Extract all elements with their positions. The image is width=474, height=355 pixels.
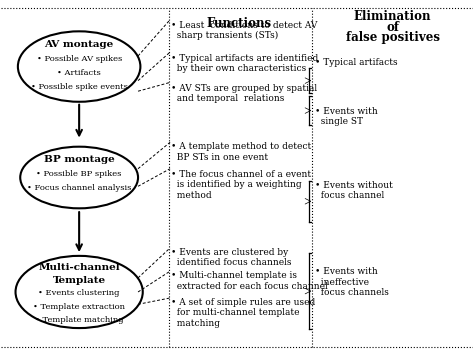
Text: • Events with
  single ST: • Events with single ST [315, 107, 377, 126]
Text: of: of [386, 21, 399, 34]
Text: false positives: false positives [346, 31, 439, 44]
Text: • Events without
  focus channel: • Events without focus channel [315, 181, 392, 201]
Text: Functions: Functions [207, 17, 272, 30]
Text: • Events with
  ineffective
  focus channels: • Events with ineffective focus channels [315, 267, 389, 297]
Text: • Focus channel analysis: • Focus channel analysis [27, 184, 131, 192]
Text: • Least  conditions to detect AV
  sharp transients (STs): • Least conditions to detect AV sharp tr… [171, 21, 318, 40]
Text: AV montage: AV montage [45, 40, 114, 49]
Text: • Typical artifacts: • Typical artifacts [315, 58, 397, 67]
Text: • A set of simple rules are used
  for multi-channel template
  matching: • A set of simple rules are used for mul… [171, 298, 315, 328]
Text: BP montage: BP montage [44, 155, 115, 164]
Text: • Template matching: • Template matching [35, 316, 123, 324]
Text: • Possible AV spikes: • Possible AV spikes [36, 55, 122, 63]
Text: Elimination: Elimination [354, 10, 431, 23]
Text: • Events clustering: • Events clustering [38, 289, 120, 297]
Text: • Typical artifacts are identified
  by their own characteristics: • Typical artifacts are identified by th… [171, 54, 318, 73]
Text: Multi-channel: Multi-channel [38, 263, 120, 272]
Text: • Artifacts: • Artifacts [57, 69, 101, 77]
Text: • A template method to detect
  BP STs in one event: • A template method to detect BP STs in … [171, 142, 311, 162]
Text: • Possible BP spikes: • Possible BP spikes [36, 170, 122, 178]
Text: • Multi-channel template is
  extracted for each focus channel: • Multi-channel template is extracted fo… [171, 271, 328, 291]
Text: • Possible spike events: • Possible spike events [31, 83, 128, 91]
Text: • The focus channel of a event
  is identified by a weighting
  method: • The focus channel of a event is identi… [171, 170, 311, 200]
Text: • Events are clustered by
  identified focus channels: • Events are clustered by identified foc… [171, 248, 292, 267]
Text: • Template extraction: • Template extraction [33, 303, 125, 311]
Text: Template: Template [53, 276, 106, 285]
Text: • AV STs are grouped by spatial
  and temporal  relations: • AV STs are grouped by spatial and temp… [171, 84, 317, 103]
